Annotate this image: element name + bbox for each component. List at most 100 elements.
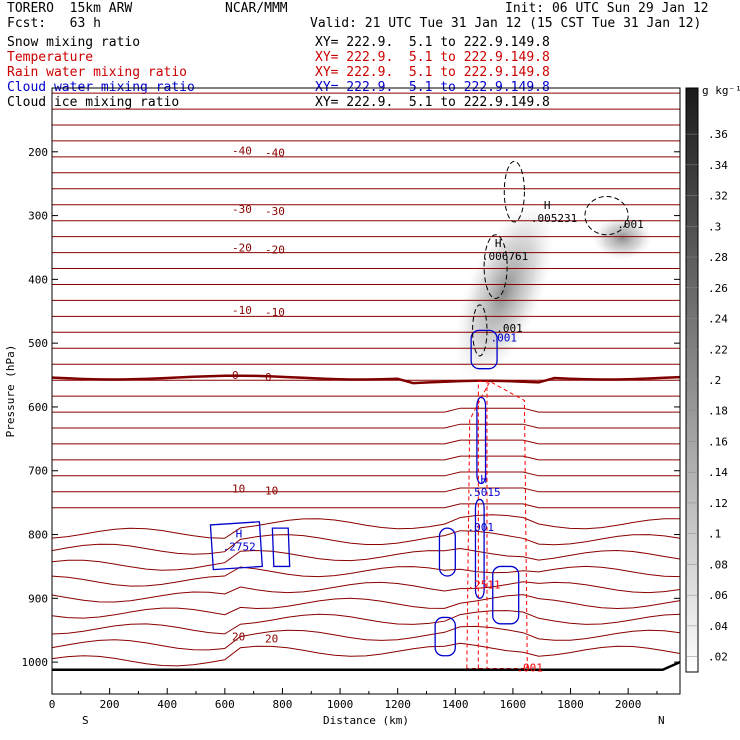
colorbar-tick-label: .18 bbox=[708, 405, 728, 418]
rain-water-contour bbox=[466, 380, 528, 669]
legend-label: Cloud ice mixing ratio bbox=[7, 95, 180, 110]
colorbar-tick-label: .26 bbox=[708, 282, 728, 295]
temperature-contour bbox=[52, 503, 680, 509]
x-tick-label: 800 bbox=[273, 698, 293, 711]
contour-value-label: .006761 bbox=[482, 250, 528, 263]
legend-label: Rain water mixing ratio bbox=[7, 65, 188, 80]
x-tick-label: 1600 bbox=[500, 698, 527, 711]
cloud-water-contour bbox=[271, 527, 291, 568]
temperature-contour-label: -20 bbox=[232, 241, 252, 254]
snow-shading bbox=[454, 202, 555, 382]
south-end-label: S bbox=[82, 714, 89, 727]
x-tick-label: 2000 bbox=[615, 698, 642, 711]
temperature-contour bbox=[51, 642, 681, 667]
contour-value-label: .001 bbox=[491, 332, 518, 345]
temperature-contour bbox=[51, 530, 681, 555]
y-axis-label: Pressure (hPa) bbox=[4, 345, 17, 438]
temperature-contour bbox=[51, 625, 681, 651]
temperature-contour bbox=[51, 581, 681, 603]
colorbar-units: g kg⁻¹ bbox=[702, 84, 740, 97]
y-tick-label: 200 bbox=[28, 146, 48, 159]
snow-contour bbox=[503, 160, 525, 223]
x-tick-label: 0 bbox=[49, 698, 56, 711]
snow-shading bbox=[592, 215, 653, 260]
temperature-contour-label: 10 bbox=[232, 483, 245, 496]
x-tick-label: 1200 bbox=[384, 698, 411, 711]
temperature-contour-label: 0 bbox=[265, 371, 272, 384]
cloud-water-contour bbox=[438, 527, 456, 577]
y-tick-label: 700 bbox=[28, 465, 48, 478]
max-marker: H bbox=[544, 199, 551, 212]
max-marker: H bbox=[495, 237, 502, 250]
temperature-contour bbox=[51, 610, 681, 635]
init-time: Init: 06 UTC Sun 29 Jan 12 bbox=[505, 1, 709, 16]
temperature-contour bbox=[51, 594, 681, 619]
temperature-contour bbox=[51, 565, 681, 587]
x-tick-label: 400 bbox=[157, 698, 177, 711]
y-tick-label: 900 bbox=[28, 592, 48, 605]
colorbar-tick-label: .16 bbox=[708, 435, 728, 448]
temperature-contour bbox=[51, 547, 681, 571]
colorbar-tick-label: .06 bbox=[708, 589, 728, 602]
temperature-contour-label: -30 bbox=[232, 203, 252, 216]
cloud-water-contour bbox=[470, 329, 498, 370]
x-tick-label: 1800 bbox=[557, 698, 584, 711]
colorbar-tick-label: .14 bbox=[708, 466, 728, 479]
contour-value-label: .2511 bbox=[467, 579, 500, 592]
colorbar-tick-label: .28 bbox=[708, 251, 728, 264]
y-tick-label: 800 bbox=[28, 529, 48, 542]
temperature-contour bbox=[52, 455, 680, 461]
temperature-contour-label: 20 bbox=[265, 633, 278, 646]
colorbar-tick-label: .2 bbox=[708, 374, 721, 387]
colorbar-tick-label: .3 bbox=[708, 220, 721, 233]
max-marker: H bbox=[480, 473, 487, 486]
cloud-water-contour bbox=[474, 498, 485, 599]
temperature-contour-label: 0 bbox=[232, 369, 239, 382]
contour-value-label: .005231 bbox=[531, 212, 577, 225]
contour-value-label: .2752 bbox=[223, 540, 256, 553]
colorbar-tick-label: .1 bbox=[708, 528, 721, 541]
colorbar-tick-label: .12 bbox=[708, 497, 728, 510]
x-tick-label: 200 bbox=[100, 698, 120, 711]
colorbar-tick-label: .24 bbox=[708, 313, 728, 326]
model-title: TORERO 15km ARW bbox=[7, 1, 133, 16]
forecast-hour: Fcst: 63 h bbox=[7, 16, 101, 31]
temperature-contour bbox=[52, 439, 680, 445]
rain-water-contour bbox=[477, 380, 488, 669]
terrain-line bbox=[52, 660, 681, 672]
snow-contour bbox=[472, 304, 488, 357]
snow-contour bbox=[483, 234, 508, 300]
temperature-contour-label: -10 bbox=[265, 306, 285, 319]
temperature-contour bbox=[52, 487, 680, 493]
y-tick-label: 300 bbox=[28, 210, 48, 223]
y-tick-label: 400 bbox=[28, 273, 48, 286]
temperature-contour bbox=[52, 407, 680, 413]
colorbar-tick-label: .08 bbox=[708, 558, 728, 571]
y-tick-label: 1000 bbox=[22, 656, 49, 669]
legend-xy: XY= 222.9. 5.1 to 222.9.149.8 bbox=[315, 95, 550, 110]
temperature-contour bbox=[52, 471, 680, 477]
colorbar-tick-label: .32 bbox=[708, 190, 728, 203]
temperature-contour bbox=[52, 423, 680, 429]
plot-frame bbox=[51, 87, 681, 695]
y-tick-label: 500 bbox=[28, 337, 48, 350]
temperature-contour-label: -40 bbox=[232, 145, 252, 158]
contour-value-label: .001 bbox=[496, 322, 523, 335]
north-end-label: N bbox=[658, 714, 665, 727]
temperature-contour-label: 10 bbox=[265, 485, 278, 498]
contour-value-label: .001 bbox=[467, 521, 494, 534]
colorbar-tick-label: .04 bbox=[708, 620, 728, 633]
legend-xy: XY= 222.9. 5.1 to 222.9.149.8 bbox=[315, 65, 550, 80]
temperature-contour-label: -20 bbox=[265, 243, 285, 256]
snow-contour bbox=[584, 195, 629, 236]
temperature-contour-label: -10 bbox=[232, 304, 252, 317]
x-tick-label: 1000 bbox=[327, 698, 354, 711]
contour-value-label: .001 bbox=[617, 218, 644, 231]
colorbar-tick-label: .36 bbox=[708, 128, 728, 141]
x-tick-label: 1400 bbox=[442, 698, 469, 711]
contour-value-label: .5015 bbox=[467, 486, 500, 499]
cloud-water-contour bbox=[434, 616, 456, 657]
max-marker: H bbox=[236, 527, 243, 540]
center-label: NCAR/MMM bbox=[225, 1, 288, 16]
